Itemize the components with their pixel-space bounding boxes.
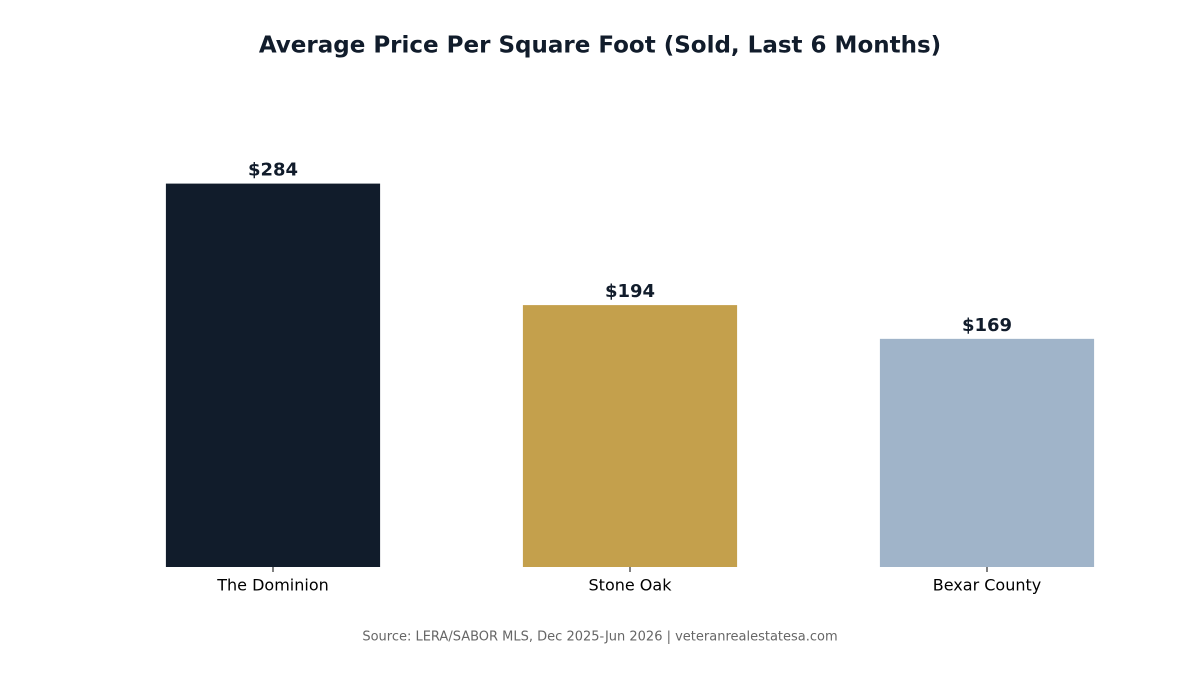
x-tick-label: The Dominion <box>216 576 329 595</box>
value-label: $284 <box>248 160 298 181</box>
bar <box>165 183 381 567</box>
x-tick-label: Bexar County <box>933 576 1041 595</box>
value-label: $194 <box>605 281 655 302</box>
value-label: $169 <box>962 315 1012 336</box>
x-tick-label: Stone Oak <box>589 576 673 595</box>
chart-title: Average Price Per Square Foot (Sold, Las… <box>259 33 941 59</box>
source-note: Source: LERA/SABOR MLS, Dec 2025-Jun 202… <box>362 630 837 645</box>
bar <box>879 338 1095 567</box>
bar <box>522 305 738 567</box>
